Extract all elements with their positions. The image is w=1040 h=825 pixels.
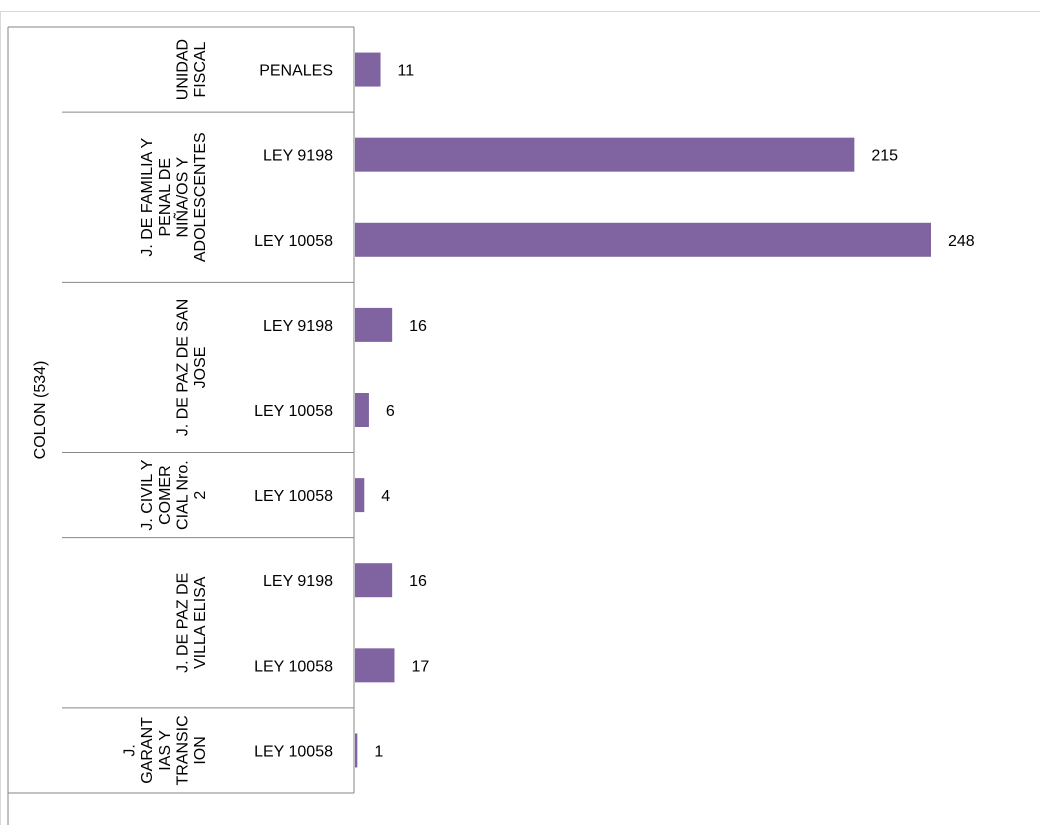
- chart-area-border: [0, 11, 1040, 825]
- bar: [355, 307, 393, 342]
- data-labels-layer: 11 215 248 16 6 4 16 17 1: [374, 63, 974, 761]
- data-label: 248: [948, 233, 975, 250]
- bars-layer: [355, 52, 931, 768]
- bar: [355, 52, 381, 87]
- category-tick-label: LEY 9198: [263, 573, 333, 590]
- group-label-line: FISCAL: [192, 41, 209, 97]
- group-label-line: COMER: [157, 465, 174, 525]
- group-label-line: J. DE FAMILIA Y: [139, 137, 156, 256]
- category-tick-label: LEY 10058: [254, 488, 333, 505]
- data-label: 1: [374, 743, 383, 760]
- group-label-line: ADOLESCENTES: [192, 132, 209, 262]
- group-label-line: UNIDAD: [174, 39, 191, 100]
- group-label-line: IAS Y: [157, 730, 174, 771]
- group-label-line: J.: [122, 744, 139, 756]
- group-label: J.GARANTIAS YTRANSICION: [122, 715, 209, 785]
- bar: [355, 733, 358, 768]
- group-label-line: 2: [192, 491, 209, 500]
- group-label-line: PENAL DE: [157, 158, 174, 237]
- bar: [355, 137, 855, 172]
- bar: [355, 222, 931, 257]
- group-label: J. DE PAZ DEVILLA ELISA: [174, 573, 209, 673]
- data-label: 17: [411, 658, 429, 675]
- data-label: 16: [409, 573, 427, 590]
- group-label-line: J. CIVIL Y: [139, 459, 156, 530]
- data-label: 215: [871, 148, 898, 165]
- group-label-line: NIÑA/OS Y: [171, 157, 191, 238]
- group-label: J. DE FAMILIA YPENAL DENIÑA/OS YADOLESCE…: [139, 132, 209, 262]
- bar: [355, 648, 395, 683]
- category-tick-label: LEY 9198: [263, 148, 333, 165]
- group-label: J. CIVIL YCOMERCIAL Nro.2: [139, 459, 209, 530]
- category-tick-label: LEY 10058: [254, 658, 333, 675]
- bar: [355, 478, 365, 513]
- group-label-line: J. DE PAZ DE SAN: [174, 299, 191, 437]
- chart-border-layer: [0, 11, 1040, 825]
- category-tick-label: LEY 10058: [254, 233, 333, 250]
- group-label-line: VILLA ELISA: [192, 576, 209, 669]
- group-label: J. DE PAZ DE SANJOSE: [174, 299, 209, 437]
- group-label-line: CIAL Nro.: [174, 460, 191, 530]
- bar: [355, 563, 393, 598]
- category-tick-label: LEY 9198: [263, 318, 333, 335]
- category-tick-label: LEY 10058: [254, 403, 333, 420]
- category-tick-label: LEY 10058: [254, 743, 333, 760]
- region-label: COLON (534): [32, 361, 49, 460]
- group-label: UNIDADFISCAL: [174, 39, 209, 100]
- group-label-line: J. DE PAZ DE: [174, 573, 191, 673]
- data-label: 4: [381, 488, 390, 505]
- group-label-line: JOSE: [192, 347, 209, 389]
- bar: [355, 393, 369, 427]
- group-label-line: ION: [192, 736, 209, 764]
- data-label: 11: [398, 63, 415, 80]
- data-label: 6: [386, 403, 395, 420]
- group-label-line: GARANT: [139, 717, 156, 784]
- data-label: 16: [409, 318, 427, 335]
- category-axis-layer: [7, 26, 355, 825]
- category-tick-label: PENALES: [259, 63, 333, 80]
- group-label-line: TRANSIC: [174, 715, 191, 785]
